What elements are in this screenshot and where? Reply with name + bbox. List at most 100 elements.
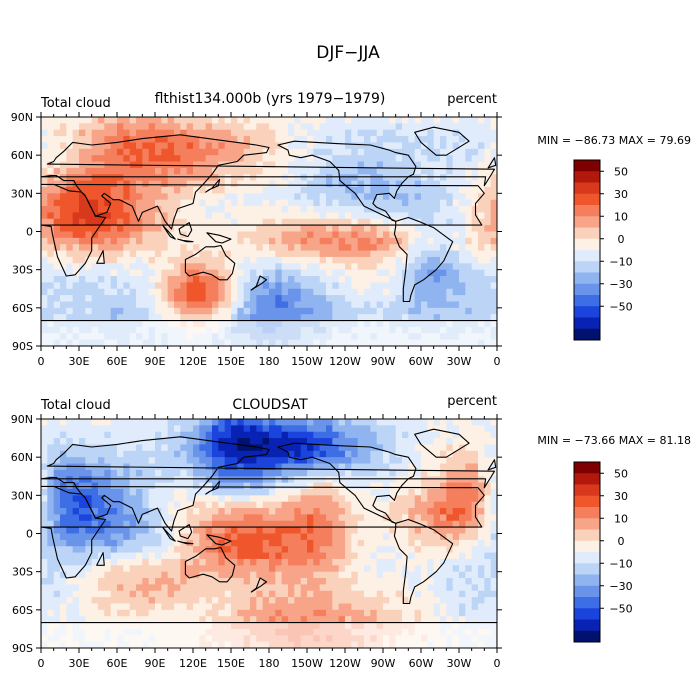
lon-tick-label: 90E: [145, 657, 166, 670]
latitude-axis: 90N 60N 30N 0 30S 60S 90S: [11, 413, 502, 655]
lon-tick-label: 30W: [447, 355, 472, 368]
colorbar-swatch: [574, 328, 600, 341]
stats-label: MIN = −86.73 MAX = 79.69: [537, 134, 691, 147]
colorbar-label: 30: [614, 490, 628, 503]
lon-tick-label: 30E: [69, 657, 90, 670]
colorbar-label: 0: [618, 535, 625, 548]
colorbar-swatch: [574, 160, 600, 172]
colorbar-label: −10: [609, 255, 632, 268]
cloud-anomaly-field: [41, 419, 497, 648]
colorbar-label: −30: [609, 580, 632, 593]
lon-tick-label: 0: [38, 355, 45, 368]
coastline-overlay: [41, 428, 497, 648]
colorbar-swatch: [574, 295, 600, 307]
colorbar-label: 50: [614, 467, 628, 480]
lat-tick-label: 0: [26, 528, 33, 541]
map-panel-cloudsat: Total cloud CLOUDSAT percent MIN = −73.6…: [11, 394, 691, 670]
lon-tick-label: 150W: [291, 355, 323, 368]
figure-title: DJF−JJA: [316, 43, 380, 63]
colorbar-swatch: [574, 563, 600, 575]
colorbar-swatch: [574, 193, 600, 206]
colorbar-label: 50: [614, 165, 628, 178]
lat-tick-label: 30S: [12, 566, 33, 579]
lon-tick-label: 150E: [217, 355, 245, 368]
colorbar-swatch: [574, 317, 600, 330]
lon-tick-label: 0: [494, 657, 501, 670]
lon-tick-label: 0: [494, 355, 501, 368]
colorbar-swatch: [574, 306, 600, 318]
colorbar-swatch: [574, 238, 600, 251]
stats-label: MIN = −73.66 MAX = 81.18: [537, 434, 691, 447]
lon-tick-label: 60E: [107, 355, 128, 368]
panel-left-label: Total cloud: [40, 96, 111, 111]
lon-tick-label: 0: [38, 657, 45, 670]
lon-tick-label: 150E: [217, 657, 245, 670]
lon-tick-label: 120E: [179, 657, 207, 670]
lat-tick-label: 60S: [12, 302, 33, 315]
latitude-axis: 90N 60N 30N 0 30S 60S 90S: [11, 111, 502, 353]
colorbar-swatch: [574, 495, 600, 508]
colorbar-swatch: [574, 529, 600, 542]
lon-tick-label: 150W: [291, 657, 323, 670]
colorbar-label: 10: [614, 512, 628, 525]
colorbar-swatch: [574, 552, 600, 564]
lon-tick-label: 60W: [409, 657, 434, 670]
colorbar-label: 10: [614, 210, 628, 223]
lon-tick-label: 60E: [107, 657, 128, 670]
lon-tick-label: 90W: [371, 657, 396, 670]
longitude-axis: 0 30E 60E 90E 120E 150E 180 150W 120W 90W 60W 30W 0: [38, 414, 501, 670]
colorbar-swatch: [574, 630, 600, 643]
lat-tick-label: 90S: [12, 642, 33, 655]
lon-tick-label: 30W: [447, 657, 472, 670]
lon-tick-label: 60W: [409, 355, 434, 368]
lat-tick-label: 90N: [11, 111, 33, 124]
colorbar-swatch: [574, 250, 600, 262]
colorbar-swatch: [574, 261, 600, 273]
lat-tick-label: 30N: [11, 489, 33, 502]
colorbar: 50 30 10 0 −10 −30 −50: [573, 461, 633, 643]
lon-tick-label: 120W: [329, 355, 361, 368]
colorbar-swatch: [574, 518, 600, 530]
colorbar-label: −30: [609, 278, 632, 291]
panel-units-label: percent: [447, 394, 497, 409]
colorbar-swatch: [574, 283, 600, 296]
colorbar-swatch: [574, 574, 600, 587]
lat-tick-label: 60S: [12, 604, 33, 617]
colorbar-swatch: [574, 473, 600, 485]
lon-tick-label: 180: [259, 657, 280, 670]
lat-tick-label: 90N: [11, 413, 33, 426]
panel-center-label: flthist134.000b (yrs 1979−1979): [155, 91, 386, 107]
colorbar-swatch: [574, 205, 600, 217]
lat-tick-label: 30N: [11, 187, 33, 200]
lat-tick-label: 30S: [12, 264, 33, 277]
cloud-anomaly-field: [41, 117, 497, 346]
map-panel-model: Total cloud flthist134.000b (yrs 1979−19…: [11, 91, 691, 368]
colorbar-label: −50: [609, 300, 632, 313]
lat-tick-label: 90S: [12, 340, 33, 353]
panel-center-label: CLOUDSAT: [232, 397, 308, 413]
colorbar: 50 30 10 0 −10 −30 −50: [573, 159, 633, 341]
colorbar-label: 0: [618, 233, 625, 246]
panel-units-label: percent: [447, 92, 497, 107]
lat-tick-label: 60N: [11, 451, 33, 464]
coastline-overlay: [41, 126, 497, 346]
colorbar-swatch: [574, 585, 600, 598]
lon-tick-label: 120W: [329, 657, 361, 670]
colorbar-label: −10: [609, 557, 632, 570]
colorbar-swatch: [574, 216, 600, 228]
colorbar-swatch: [574, 540, 600, 553]
lon-tick-label: 90W: [371, 355, 396, 368]
lon-tick-label: 180: [259, 355, 280, 368]
colorbar-swatch: [574, 272, 600, 285]
longitude-axis: 0 30E 60E 90E 120E 150E 180 150W 120W 90W 60W 30W 0: [38, 112, 501, 368]
colorbar-swatch: [574, 484, 600, 497]
lat-tick-label: 60N: [11, 149, 33, 162]
lon-tick-label: 30E: [69, 355, 90, 368]
lon-tick-label: 90E: [145, 355, 166, 368]
lon-tick-label: 120E: [179, 355, 207, 368]
colorbar-swatch: [574, 597, 600, 609]
colorbar-swatch: [574, 608, 600, 620]
colorbar-swatch: [574, 507, 600, 519]
colorbar-swatch: [574, 171, 600, 183]
